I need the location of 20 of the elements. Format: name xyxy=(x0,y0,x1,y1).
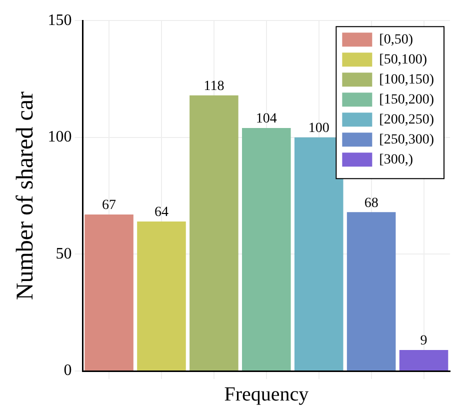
x-axis-title: Frequency xyxy=(224,383,309,406)
y-axis-title: Number of shared car xyxy=(12,92,39,300)
legend-label: [50,100) xyxy=(379,52,428,68)
y-tick-label: 50 xyxy=(56,245,72,262)
legend-label: [0,50) xyxy=(379,32,414,48)
data-label: 68 xyxy=(364,196,378,211)
data-label: 100 xyxy=(308,121,330,136)
legend-label: [150,200) xyxy=(379,92,434,108)
y-tick-label: 100 xyxy=(48,128,72,146)
y-tick-label: 0 xyxy=(64,362,72,380)
data-label: 104 xyxy=(256,112,277,127)
legend-label: [300,) xyxy=(379,152,414,168)
data-label: 67 xyxy=(102,198,116,214)
data-label: 118 xyxy=(204,79,224,94)
legend-label: [200,250) xyxy=(379,112,434,128)
y-tick-label: 150 xyxy=(48,12,72,29)
data-label: 9 xyxy=(420,334,428,349)
legend-label: [250,300) xyxy=(379,132,434,148)
data-label: 64 xyxy=(154,205,168,220)
legend-label: [100,150) xyxy=(379,72,434,88)
